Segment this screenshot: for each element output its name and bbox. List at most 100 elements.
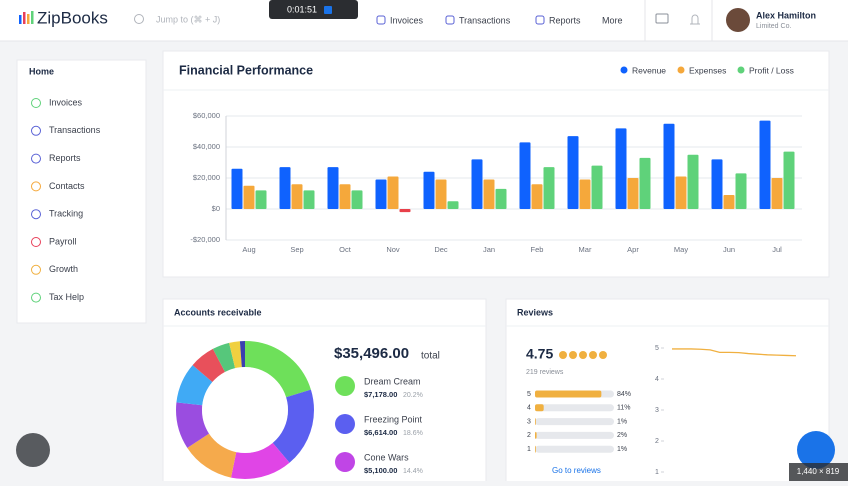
card-title: Accounts receivable xyxy=(174,307,262,317)
customer-percent: 14.4% xyxy=(403,468,423,475)
customer-amount: $5,100.00 xyxy=(364,466,397,475)
side-link[interactable]: Reports xyxy=(49,153,81,163)
legend-label: Profit / Loss xyxy=(749,65,794,75)
chat-launcher[interactable] xyxy=(797,431,835,469)
bar xyxy=(639,157,651,209)
percent-label: 2% xyxy=(617,432,627,439)
customer-percent: 20.2% xyxy=(403,392,423,399)
bar xyxy=(567,136,579,209)
side-link[interactable]: Tracking xyxy=(49,209,83,219)
logo[interactable]: ZipBooks xyxy=(37,8,108,27)
x-tick-label: Mar xyxy=(579,245,592,254)
customer-icon xyxy=(335,376,355,396)
rating: 4.75 xyxy=(526,346,553,362)
y-tick-label: 3 xyxy=(655,407,659,414)
customer-name: Freezing Point xyxy=(364,414,423,424)
bar xyxy=(531,184,543,209)
reviews-link[interactable]: Go to reviews xyxy=(552,466,601,475)
bar xyxy=(535,431,537,439)
ar-total: $35,496.00 xyxy=(334,345,409,362)
nav-link[interactable]: Transactions xyxy=(459,15,511,25)
percent-label: 11% xyxy=(617,405,631,412)
side-icon xyxy=(31,125,41,136)
bar xyxy=(615,128,627,209)
card-title: Reviews xyxy=(517,307,553,317)
y-tick-label: -$20,000 xyxy=(190,235,220,244)
side-icon xyxy=(31,209,41,220)
legend-label: Expenses xyxy=(689,65,726,75)
bar-track xyxy=(535,418,614,426)
side-link[interactable]: Tax Help xyxy=(49,292,84,302)
x-tick-label: Apr xyxy=(627,245,639,254)
donut-segment xyxy=(176,341,314,479)
bar xyxy=(255,190,267,209)
nav-link[interactable]: More xyxy=(602,15,623,25)
x-tick-label: Nov xyxy=(386,245,400,254)
bar xyxy=(535,404,544,412)
y-tick-label: 2 xyxy=(655,438,659,445)
side-icon xyxy=(31,153,41,164)
bar xyxy=(687,154,699,209)
x-tick-label: May xyxy=(674,245,688,254)
search[interactable]: Jump to (⌘ + J) xyxy=(156,14,220,24)
nav-icon xyxy=(535,15,545,25)
x-tick-label: Jan xyxy=(483,245,495,254)
bar xyxy=(663,123,675,209)
trend-line xyxy=(672,348,797,357)
donut-segment xyxy=(176,341,314,479)
bar-track xyxy=(535,431,614,439)
card-title: Financial Performance xyxy=(179,63,313,77)
legend-swatch xyxy=(620,66,628,74)
x-tick-label: Sep xyxy=(290,245,303,254)
nav-link[interactable]: Invoices xyxy=(390,15,424,25)
star-label: 5 xyxy=(527,391,531,398)
sidebar-title[interactable]: Home xyxy=(29,66,54,76)
lens-button[interactable] xyxy=(16,433,50,467)
bar xyxy=(303,190,315,209)
stars xyxy=(559,351,607,359)
bar xyxy=(711,159,723,209)
stop-btn[interactable] xyxy=(324,6,332,14)
side-link[interactable]: Contacts xyxy=(49,181,85,191)
ar-total-label: total xyxy=(421,351,440,362)
side-icon xyxy=(31,264,41,275)
user-company: Limited Co. xyxy=(756,23,791,30)
user-name[interactable]: Alex Hamilton xyxy=(756,10,816,20)
bell-icon[interactable] xyxy=(690,14,700,25)
customer-name: Dream Cream xyxy=(364,376,421,386)
side-link[interactable]: Invoices xyxy=(49,97,83,107)
side-link[interactable]: Transactions xyxy=(49,125,101,135)
bar xyxy=(279,167,291,209)
side-icon xyxy=(31,98,41,108)
star-label: 4 xyxy=(527,405,531,412)
topbar xyxy=(0,0,848,41)
bar xyxy=(231,168,243,209)
timer: 0:01:51 xyxy=(287,4,317,14)
bar xyxy=(327,167,339,209)
bar xyxy=(519,142,531,209)
nav-icon xyxy=(445,15,455,25)
side-link[interactable]: Payroll xyxy=(49,236,77,246)
bar xyxy=(291,184,303,209)
bar xyxy=(495,188,507,209)
side-icon xyxy=(31,237,41,247)
bar xyxy=(483,179,495,209)
y-tick-label: $0 xyxy=(212,204,220,213)
x-tick-label: Aug xyxy=(242,245,255,254)
y-tick-label: $60,000 xyxy=(193,111,220,120)
star-label: 3 xyxy=(527,418,531,425)
nav-link[interactable]: Reports xyxy=(549,15,581,25)
x-tick-label: Feb xyxy=(531,245,544,254)
customer-name: Cone Wars xyxy=(364,452,409,462)
review-count: 219 reviews xyxy=(526,369,564,376)
bar xyxy=(399,209,411,213)
timer-box xyxy=(269,0,358,19)
customer-icon xyxy=(335,452,355,472)
avatar[interactable] xyxy=(726,8,750,32)
bar xyxy=(771,178,783,209)
side-link[interactable]: Growth xyxy=(49,264,78,274)
chat-icon[interactable] xyxy=(655,13,669,24)
bar xyxy=(627,178,639,209)
